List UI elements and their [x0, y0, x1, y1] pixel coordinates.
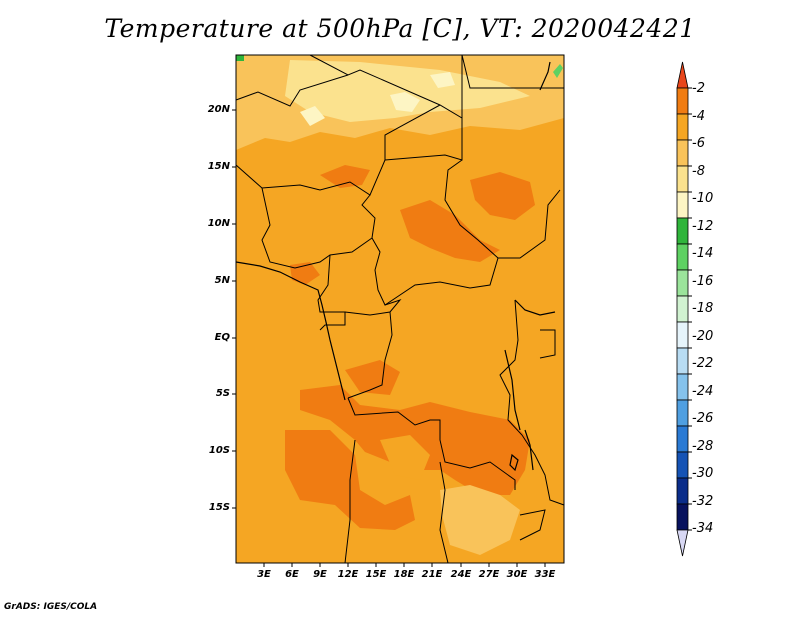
contour-mid — [380, 435, 430, 480]
lon-label: 18E — [393, 569, 415, 580]
colorbar-label: -28 — [692, 439, 714, 454]
colorbar-label: -22 — [692, 356, 714, 371]
colorbar-swatch — [676, 399, 689, 427]
colorbar-label: -4 — [692, 109, 705, 124]
contour-hot — [470, 172, 535, 220]
colorbar-swatch — [676, 295, 689, 323]
colorbar-label: -30 — [692, 466, 714, 481]
contour-light — [440, 485, 520, 555]
colorbar-swatch — [676, 321, 689, 349]
contour-palest — [430, 72, 455, 88]
colorbar — [676, 61, 692, 557]
colorbar-label: -32 — [692, 494, 714, 509]
green-patch — [236, 55, 244, 61]
colorbar-label: -8 — [692, 164, 705, 179]
colorbar-label: -14 — [692, 246, 714, 261]
contour-palest — [300, 106, 325, 126]
colorbar-label: -16 — [692, 274, 714, 289]
lat-label: 20N — [207, 104, 230, 115]
credit-text: GrADS: IGES/COLA — [4, 602, 98, 612]
contour-hot — [400, 200, 500, 262]
colorbar-swatch — [676, 165, 689, 193]
colorbar-swatch — [676, 191, 689, 219]
lat-label: 15S — [208, 502, 230, 513]
contour-palest — [390, 92, 420, 112]
axis-ticks — [232, 109, 546, 567]
colorbar-swatch — [676, 451, 689, 479]
colorbar-label: -2 — [692, 81, 705, 96]
colorbar-swatch — [676, 269, 689, 297]
lon-label: 27E — [478, 569, 500, 580]
lon-label: 24E — [450, 569, 472, 580]
coastline — [235, 61, 556, 472]
map-title: Temperature at 500hPa [C], VT: 202004242… — [104, 14, 696, 43]
colorbar-swatch — [676, 503, 689, 531]
green-patch — [553, 64, 563, 78]
lon-label: 15E — [365, 569, 387, 580]
lon-label: 12E — [337, 569, 359, 580]
contour-hot — [345, 360, 400, 395]
contour-hot — [320, 165, 370, 188]
lon-label: 33E — [534, 569, 556, 580]
colorbar-swatch — [676, 373, 689, 401]
colorbar-swatch — [676, 425, 689, 453]
colorbar-label: -20 — [692, 329, 714, 344]
lat-label: 15N — [207, 161, 230, 172]
colorbar-swatch — [676, 87, 689, 115]
colorbar-swatch — [676, 139, 689, 167]
colorbar-swatch — [676, 217, 689, 245]
colorbar-swatch — [676, 529, 689, 557]
colorbar-swatch — [676, 61, 689, 89]
lat-label: 5S — [215, 388, 230, 399]
lon-label: 30E — [506, 569, 528, 580]
colorbar-label: -34 — [692, 521, 714, 536]
lon-label: 9E — [313, 569, 327, 580]
colorbar-label: -24 — [692, 384, 714, 399]
lat-label: 10S — [208, 445, 230, 456]
colorbar-swatch — [676, 243, 689, 271]
colorbar-label: -10 — [692, 191, 714, 206]
colorbar-label: -12 — [692, 219, 714, 234]
colorbar-label: -26 — [692, 411, 714, 426]
lon-label: 3E — [257, 569, 271, 580]
colorbar-swatch — [676, 477, 689, 505]
lat-label: 10N — [207, 218, 230, 229]
lon-label: 21E — [421, 569, 443, 580]
colorbar-label: -6 — [692, 136, 705, 151]
colorbar-label: -18 — [692, 301, 714, 316]
lat-label: 5N — [214, 275, 230, 286]
colorbar-swatch — [676, 113, 689, 141]
country-borders — [235, 54, 565, 564]
lat-label: EQ — [214, 332, 230, 343]
map-frame — [235, 54, 565, 564]
colorbar-swatch — [676, 347, 689, 375]
lon-label: 6E — [285, 569, 299, 580]
